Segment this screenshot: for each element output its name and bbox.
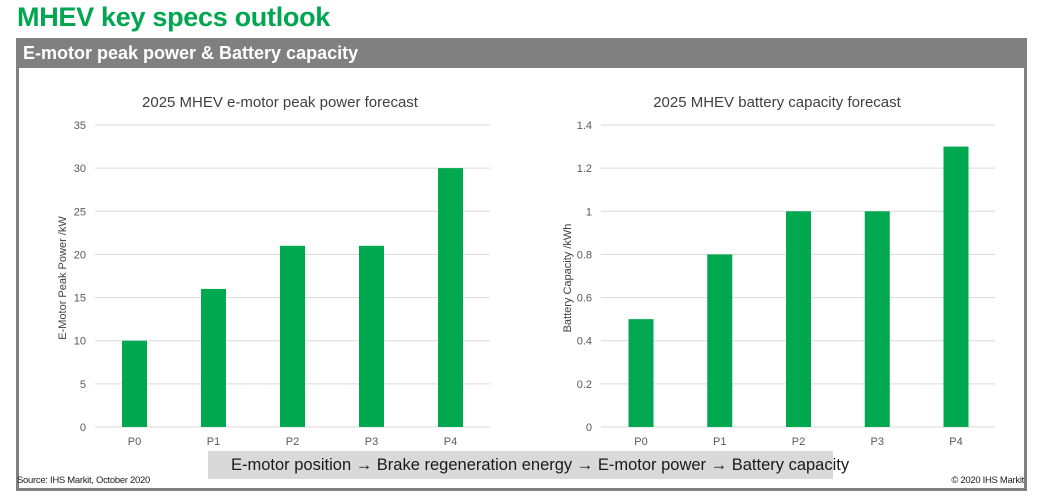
causal-chain-banner: E-motor position → Brake regeneration en…	[208, 451, 849, 479]
source-note: Source: IHS Markit, October 2020	[17, 475, 150, 486]
charts-panel	[16, 68, 1027, 491]
bar-p2	[280, 245, 305, 427]
y-tick-label: 1	[586, 206, 592, 218]
y-tick-label: 0.8	[577, 249, 592, 261]
bar-p3	[359, 245, 384, 427]
bar-p4	[943, 146, 969, 428]
x-tick-label: P0	[634, 436, 647, 448]
bar-p1	[201, 288, 226, 427]
x-tick-label: P1	[713, 436, 726, 448]
y-tick-label: 0	[586, 422, 592, 434]
x-tick-label: P0	[128, 436, 141, 448]
y-tick-label: 15	[74, 293, 86, 305]
y-tick-label: 30	[74, 163, 86, 175]
chart-title: 2025 MHEV battery capacity forecast	[653, 94, 901, 111]
x-tick-label: P3	[871, 436, 884, 448]
x-tick-label: P1	[207, 436, 220, 448]
bar-p4	[438, 168, 463, 427]
y-tick-label: 35	[74, 120, 86, 132]
y-tick-label: 0	[80, 422, 86, 434]
copyright-note: © 2020 IHS Markit	[951, 475, 1024, 486]
page-title: MHEV key specs outlook	[17, 2, 330, 32]
y-tick-label: 5	[80, 379, 86, 391]
bar-p3	[864, 211, 890, 427]
y-tick-label: 0.2	[577, 379, 592, 391]
y-tick-label: 1.2	[577, 163, 592, 175]
x-tick-label: P2	[286, 436, 299, 448]
bar-p1	[707, 254, 733, 427]
x-tick-label: P2	[792, 436, 805, 448]
y-axis-label: E-Motor Peak Power /kW	[57, 216, 69, 340]
y-tick-label: 0.4	[577, 336, 592, 348]
x-tick-label: P4	[444, 436, 457, 448]
y-tick-label: 1.4	[577, 120, 592, 132]
y-axis-label: Battery Capacity /kWh	[562, 224, 574, 333]
bar-p0	[122, 340, 147, 427]
x-tick-label: P3	[365, 436, 378, 448]
chart-title: 2025 MHEV e-motor peak power forecast	[142, 94, 419, 111]
section-header: E-motor peak power & Battery capacity	[16, 38, 1027, 68]
y-tick-label: 10	[74, 336, 86, 348]
y-tick-label: 0.6	[577, 293, 592, 305]
bar-p0	[628, 319, 654, 427]
bar-p2	[786, 211, 811, 427]
y-tick-label: 20	[74, 249, 86, 261]
y-tick-label: 25	[74, 206, 86, 218]
x-tick-label: P4	[949, 436, 962, 448]
